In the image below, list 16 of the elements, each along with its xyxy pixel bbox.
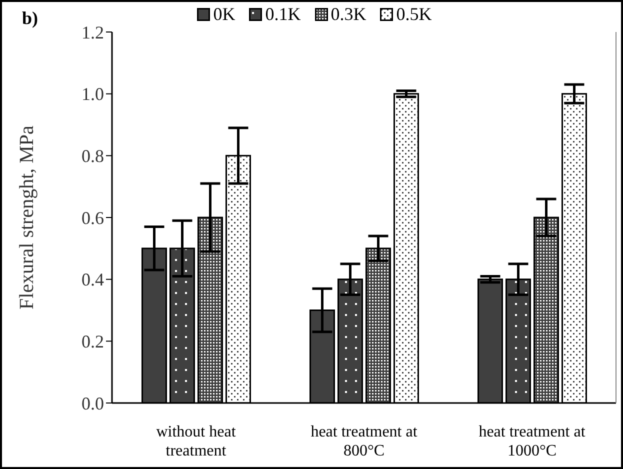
y-tick-label: 0.2 bbox=[82, 332, 104, 352]
chart-title: b) bbox=[22, 8, 38, 29]
y-tick-label: 1.0 bbox=[82, 84, 104, 104]
y-tick-label: 1.2 bbox=[82, 22, 104, 42]
legend-label: 0.3K bbox=[330, 4, 366, 25]
x-tick-label: heat treatment at 800°C bbox=[310, 423, 418, 460]
y-axis-title: Flexural strenght, MPa bbox=[16, 125, 38, 310]
y-tick-label: 0.4 bbox=[82, 270, 104, 290]
x-tick-label: without heat treatment bbox=[156, 423, 236, 460]
x-tick-label: heat treatment at 1000°C bbox=[478, 423, 586, 460]
y-tick-label: 0.0 bbox=[82, 393, 104, 414]
legend-label: 0.1K bbox=[265, 4, 301, 25]
legend-label: 0K bbox=[213, 4, 236, 25]
y-tick-label: 0.6 bbox=[82, 208, 104, 228]
legend-label: 0.5K bbox=[396, 4, 432, 25]
y-tick-label: 0.8 bbox=[82, 146, 104, 166]
